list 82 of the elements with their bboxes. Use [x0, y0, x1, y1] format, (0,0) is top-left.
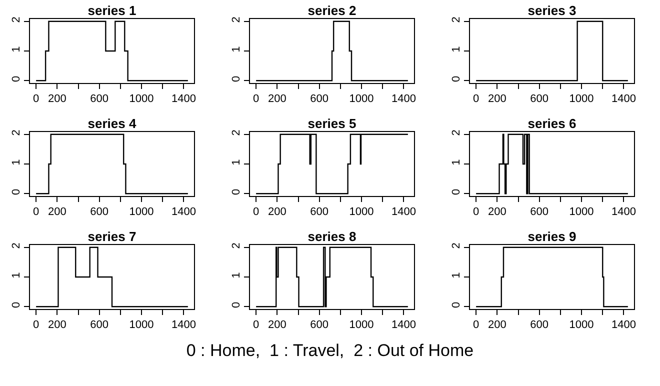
x-tick-label: 200: [48, 206, 66, 218]
x-tick-label: 0: [253, 93, 260, 106]
chart-title: series 7: [88, 229, 136, 244]
y-tick-label: 2: [450, 242, 463, 249]
x-tick-label: 1000: [349, 319, 374, 332]
y-tick-label: 2: [10, 242, 23, 249]
x-tick-label: 600: [90, 206, 109, 218]
x-tick-label: 0: [473, 206, 480, 218]
x-tick-label: 1000: [569, 319, 594, 332]
x-tick-label: 1400: [611, 319, 636, 332]
x-tick-label: 1000: [349, 206, 374, 218]
x-tick-label: 1400: [611, 93, 636, 106]
x-tick-label: 1400: [391, 206, 416, 218]
y-tick-label: 0: [10, 302, 23, 308]
x-tick-label: 1000: [569, 93, 594, 106]
y-tick-label: 0: [450, 76, 463, 82]
y-tick-label: 1: [450, 159, 463, 166]
chart-title: series 8: [308, 229, 356, 244]
y-tick-label: 2: [230, 242, 243, 249]
x-tick-label: 1000: [349, 93, 374, 106]
x-tick-label: 0: [33, 93, 40, 106]
x-tick-label: 0: [473, 93, 480, 106]
y-tick-label: 2: [230, 16, 243, 23]
x-tick-label: 600: [530, 93, 549, 106]
y-tick-label: 2: [10, 16, 23, 23]
y-tick-label: 0: [450, 302, 463, 308]
x-tick-label: 200: [488, 319, 506, 332]
y-tick-label: 0: [230, 76, 243, 82]
y-tick-label: 0: [230, 188, 243, 196]
y-tick-label: 0: [10, 76, 23, 82]
x-tick-label: 0: [33, 319, 40, 332]
chart-title: series 9: [528, 229, 576, 244]
x-tick-label: 0: [253, 206, 260, 218]
x-tick-label: 600: [310, 206, 329, 218]
x-tick-label: 200: [268, 206, 286, 218]
x-tick-label: 600: [530, 319, 549, 332]
x-tick-label: 200: [488, 206, 506, 218]
chart-title: series 6: [528, 116, 576, 131]
chart-title: series 4: [88, 116, 137, 131]
x-tick-label: 1000: [129, 319, 154, 332]
x-tick-label: 200: [488, 93, 506, 106]
x-tick-label: 1000: [569, 206, 594, 218]
y-tick-label: 1: [230, 46, 243, 52]
x-tick-label: 600: [310, 319, 329, 332]
x-tick-label: 200: [268, 319, 286, 332]
y-tick-label: 1: [10, 46, 23, 52]
chart-title: series 5: [308, 116, 356, 131]
chart-title: series 3: [528, 3, 576, 18]
y-tick-label: 1: [10, 272, 23, 278]
x-tick-label: 1400: [171, 93, 196, 106]
y-tick-label: 1: [450, 272, 463, 278]
x-tick-label: 0: [253, 319, 260, 332]
x-tick-label: 1400: [611, 206, 636, 218]
x-tick-label: 200: [268, 93, 286, 106]
x-tick-label: 600: [90, 93, 109, 106]
x-tick-label: 200: [48, 319, 66, 332]
x-tick-label: 600: [90, 319, 109, 332]
x-tick-label: 1000: [129, 206, 154, 218]
y-tick-label: 0: [230, 302, 243, 308]
chart-title: series 1: [88, 3, 136, 18]
y-tick-label: 2: [450, 16, 463, 23]
x-tick-label: 0: [33, 206, 40, 218]
x-tick-label: 0: [473, 319, 480, 332]
y-tick-label: 1: [10, 159, 23, 166]
y-tick-label: 0: [10, 188, 23, 196]
chart-title: series 2: [308, 3, 356, 18]
y-tick-label: 1: [230, 159, 243, 166]
x-tick-label: 200: [48, 93, 66, 106]
x-tick-label: 1400: [171, 319, 196, 332]
x-tick-label: 1400: [171, 206, 196, 218]
y-tick-label: 2: [230, 130, 243, 136]
y-tick-label: 2: [10, 130, 23, 136]
x-tick-label: 600: [530, 206, 549, 218]
y-tick-label: 0: [450, 188, 463, 196]
text: 0 : Home, 1 : Travel, 2 : Out of Home: [185, 341, 475, 361]
y-tick-label: 2: [450, 130, 463, 136]
y-tick-label: 1: [230, 272, 243, 278]
y-tick-label: 1: [450, 46, 463, 52]
x-tick-label: 1000: [129, 93, 154, 106]
x-tick-label: 1400: [391, 319, 416, 332]
x-tick-label: 600: [310, 93, 329, 106]
x-tick-label: 1400: [391, 93, 416, 106]
